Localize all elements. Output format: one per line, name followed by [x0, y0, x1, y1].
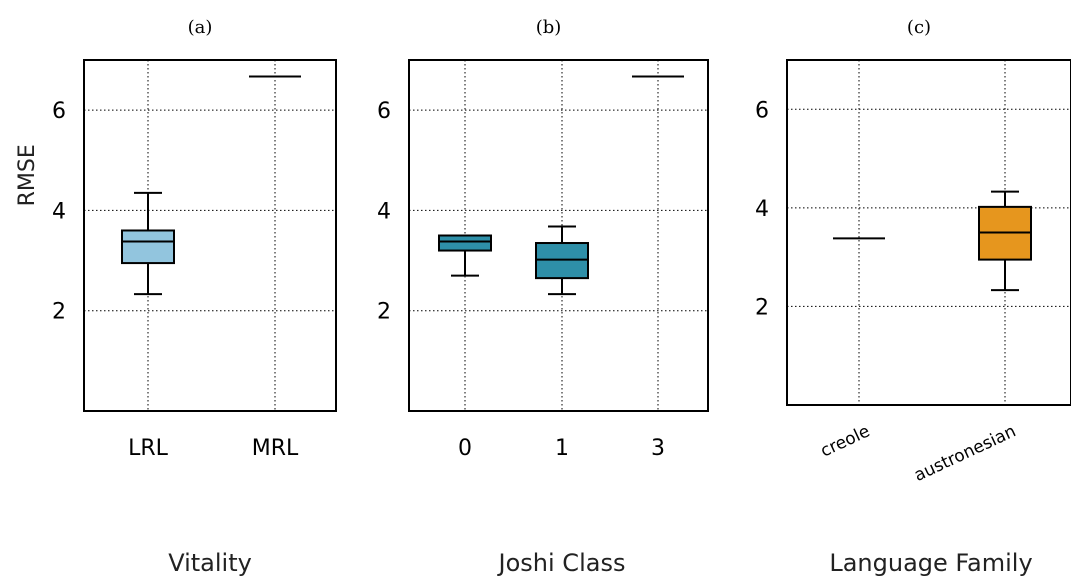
plot-frame [786, 59, 1071, 406]
x-tick-label: 3 [651, 436, 665, 461]
y-tick-label: 2 [52, 300, 66, 325]
x-axis-title: Vitality [168, 549, 252, 577]
x-tick-label: creole [818, 421, 874, 461]
box-0 [438, 234, 492, 252]
x-tick-label: 0 [458, 436, 472, 461]
x-axis-title: Joshi Class [497, 549, 626, 577]
x-axis-title: Language Family [829, 549, 1032, 577]
panel-label: (b) [536, 17, 562, 38]
y-axis-title: RMSE [15, 144, 40, 206]
y-tick-label: 4 [377, 199, 391, 224]
y-tick-label: 6 [755, 98, 769, 123]
y-tick-label: 2 [755, 295, 769, 320]
box-LRL [121, 229, 175, 265]
panel-label: (a) [188, 17, 213, 38]
y-tick-label: 4 [755, 197, 769, 222]
y-tick-label: 2 [377, 300, 391, 325]
x-tick-label: austronesian [911, 421, 1019, 486]
panel-label: (c) [907, 17, 931, 38]
y-tick-label: 6 [52, 99, 66, 124]
x-tick-label: 1 [555, 436, 569, 461]
plot-frame [83, 59, 337, 412]
plot-frame [408, 59, 709, 412]
y-tick-label: 4 [52, 199, 66, 224]
y-tick-label: 6 [377, 99, 391, 124]
x-tick-label: MRL [252, 436, 299, 461]
x-tick-label: LRL [128, 436, 169, 461]
box-1 [535, 242, 589, 280]
